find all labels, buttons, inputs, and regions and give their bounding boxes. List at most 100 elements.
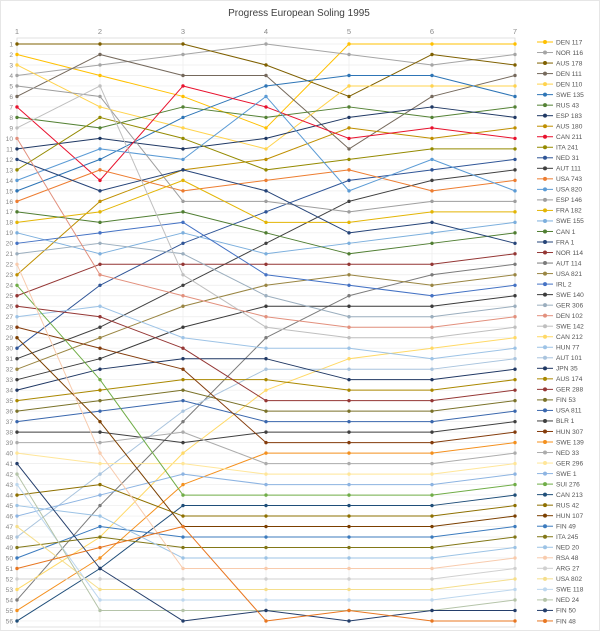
series-point: [181, 608, 185, 613]
series-nor-114: [15, 252, 517, 298]
legend-label: ITA 245: [556, 534, 579, 541]
series-point: [264, 262, 268, 266]
y-tick-label: 26: [6, 304, 14, 311]
legend-label: AUS 178: [556, 60, 583, 67]
series-aus-174: [15, 377, 517, 403]
series-point: [98, 63, 102, 67]
series-point: [98, 136, 102, 141]
series-point: [15, 168, 19, 172]
series-point: [430, 73, 434, 78]
series-point: [264, 115, 268, 120]
legend-label: NED 31: [556, 155, 579, 162]
series-point: [430, 63, 434, 67]
series-point: [513, 115, 517, 120]
series-fin-48: [15, 524, 517, 623]
legend-item: SWE 1: [537, 471, 577, 478]
series-point: [15, 136, 19, 141]
series-point: [264, 514, 268, 518]
legend-label: SWE 1: [556, 471, 577, 478]
series-point: [98, 556, 102, 560]
y-tick-label: 39: [6, 440, 14, 447]
series-point: [98, 73, 102, 78]
series-point: [430, 388, 434, 392]
series-esp-183: [15, 105, 517, 151]
plot-border: [16, 37, 516, 628]
series-point: [264, 503, 268, 508]
y-tick-label: 51: [6, 566, 14, 573]
legend-item: SWE 155: [537, 218, 584, 225]
series-point: [347, 325, 351, 329]
y-tick-label: 27: [6, 314, 14, 321]
legend-marker-dot: [543, 397, 547, 402]
series-nor-116: [15, 42, 517, 78]
series-point: [430, 556, 434, 560]
series-point: [513, 262, 517, 266]
series-point: [264, 535, 268, 539]
series-den-102: [15, 136, 517, 329]
legend-label: GER 306: [556, 302, 583, 309]
series-rus-42: [15, 482, 517, 518]
legend-marker-dot: [543, 597, 547, 602]
series-point: [513, 325, 517, 329]
series-point: [15, 115, 19, 120]
series-point: [347, 566, 351, 571]
series-point: [430, 304, 434, 308]
legend-label: NOR 114: [556, 250, 583, 257]
series-point: [98, 346, 102, 350]
series-point: [264, 304, 268, 308]
legend: DEN 117 NOR 116 AUS 178 DEN 111 DEN 110 SWE 1…: [537, 39, 584, 625]
series-point: [15, 346, 19, 350]
series-point: [181, 231, 185, 235]
series-point: [181, 388, 185, 392]
series-point: [430, 377, 434, 382]
series-swe-135: [15, 73, 517, 193]
legend-marker-dot: [543, 166, 547, 171]
series-den-110: [15, 63, 517, 151]
y-tick-label: 28: [6, 325, 14, 332]
series-point: [181, 220, 185, 225]
series-ger-296: [15, 451, 517, 476]
series-point: [181, 262, 185, 266]
legend-label: NED 24: [556, 597, 579, 604]
y-tick-label: 18: [6, 220, 14, 227]
y-tick-label: 32: [6, 367, 14, 374]
series-blr-1: [15, 419, 517, 445]
series-point: [181, 587, 185, 592]
series-point: [430, 94, 434, 99]
legend-marker-dot: [543, 566, 547, 571]
series-point: [98, 94, 102, 99]
series-point: [430, 367, 434, 371]
series-point: [98, 304, 102, 308]
series-point: [15, 52, 19, 57]
series-point: [513, 304, 517, 308]
legend-marker-dot: [543, 503, 547, 508]
series-point: [98, 587, 102, 592]
series-point: [513, 136, 517, 141]
legend-item: CAN 212: [537, 334, 583, 341]
series-point: [264, 199, 268, 204]
series-point: [15, 304, 19, 308]
legend-marker-dot: [543, 82, 547, 87]
series-point: [430, 598, 434, 602]
legend-item: ESP 146: [537, 197, 582, 204]
legend-item: HUN 307: [537, 429, 583, 436]
series-point: [264, 346, 268, 350]
legend-label: ARG 27: [556, 566, 580, 573]
legend-marker-dot: [543, 176, 547, 181]
series-point: [513, 514, 517, 518]
series-point: [430, 42, 434, 46]
series-point: [430, 262, 434, 266]
series-point: [264, 73, 268, 78]
series-point: [513, 315, 517, 319]
legend-marker-dot: [543, 208, 547, 213]
series-point: [513, 147, 517, 151]
legend-label: BLR 1: [556, 418, 575, 425]
legend-item: FRA 182: [537, 208, 582, 215]
series-point: [181, 493, 185, 497]
legend-marker-dot: [543, 587, 547, 592]
series-jpn-35: [15, 357, 517, 392]
series-point: [513, 94, 517, 99]
series-point: [430, 514, 434, 518]
series-point: [347, 482, 351, 487]
series-point: [430, 283, 434, 287]
